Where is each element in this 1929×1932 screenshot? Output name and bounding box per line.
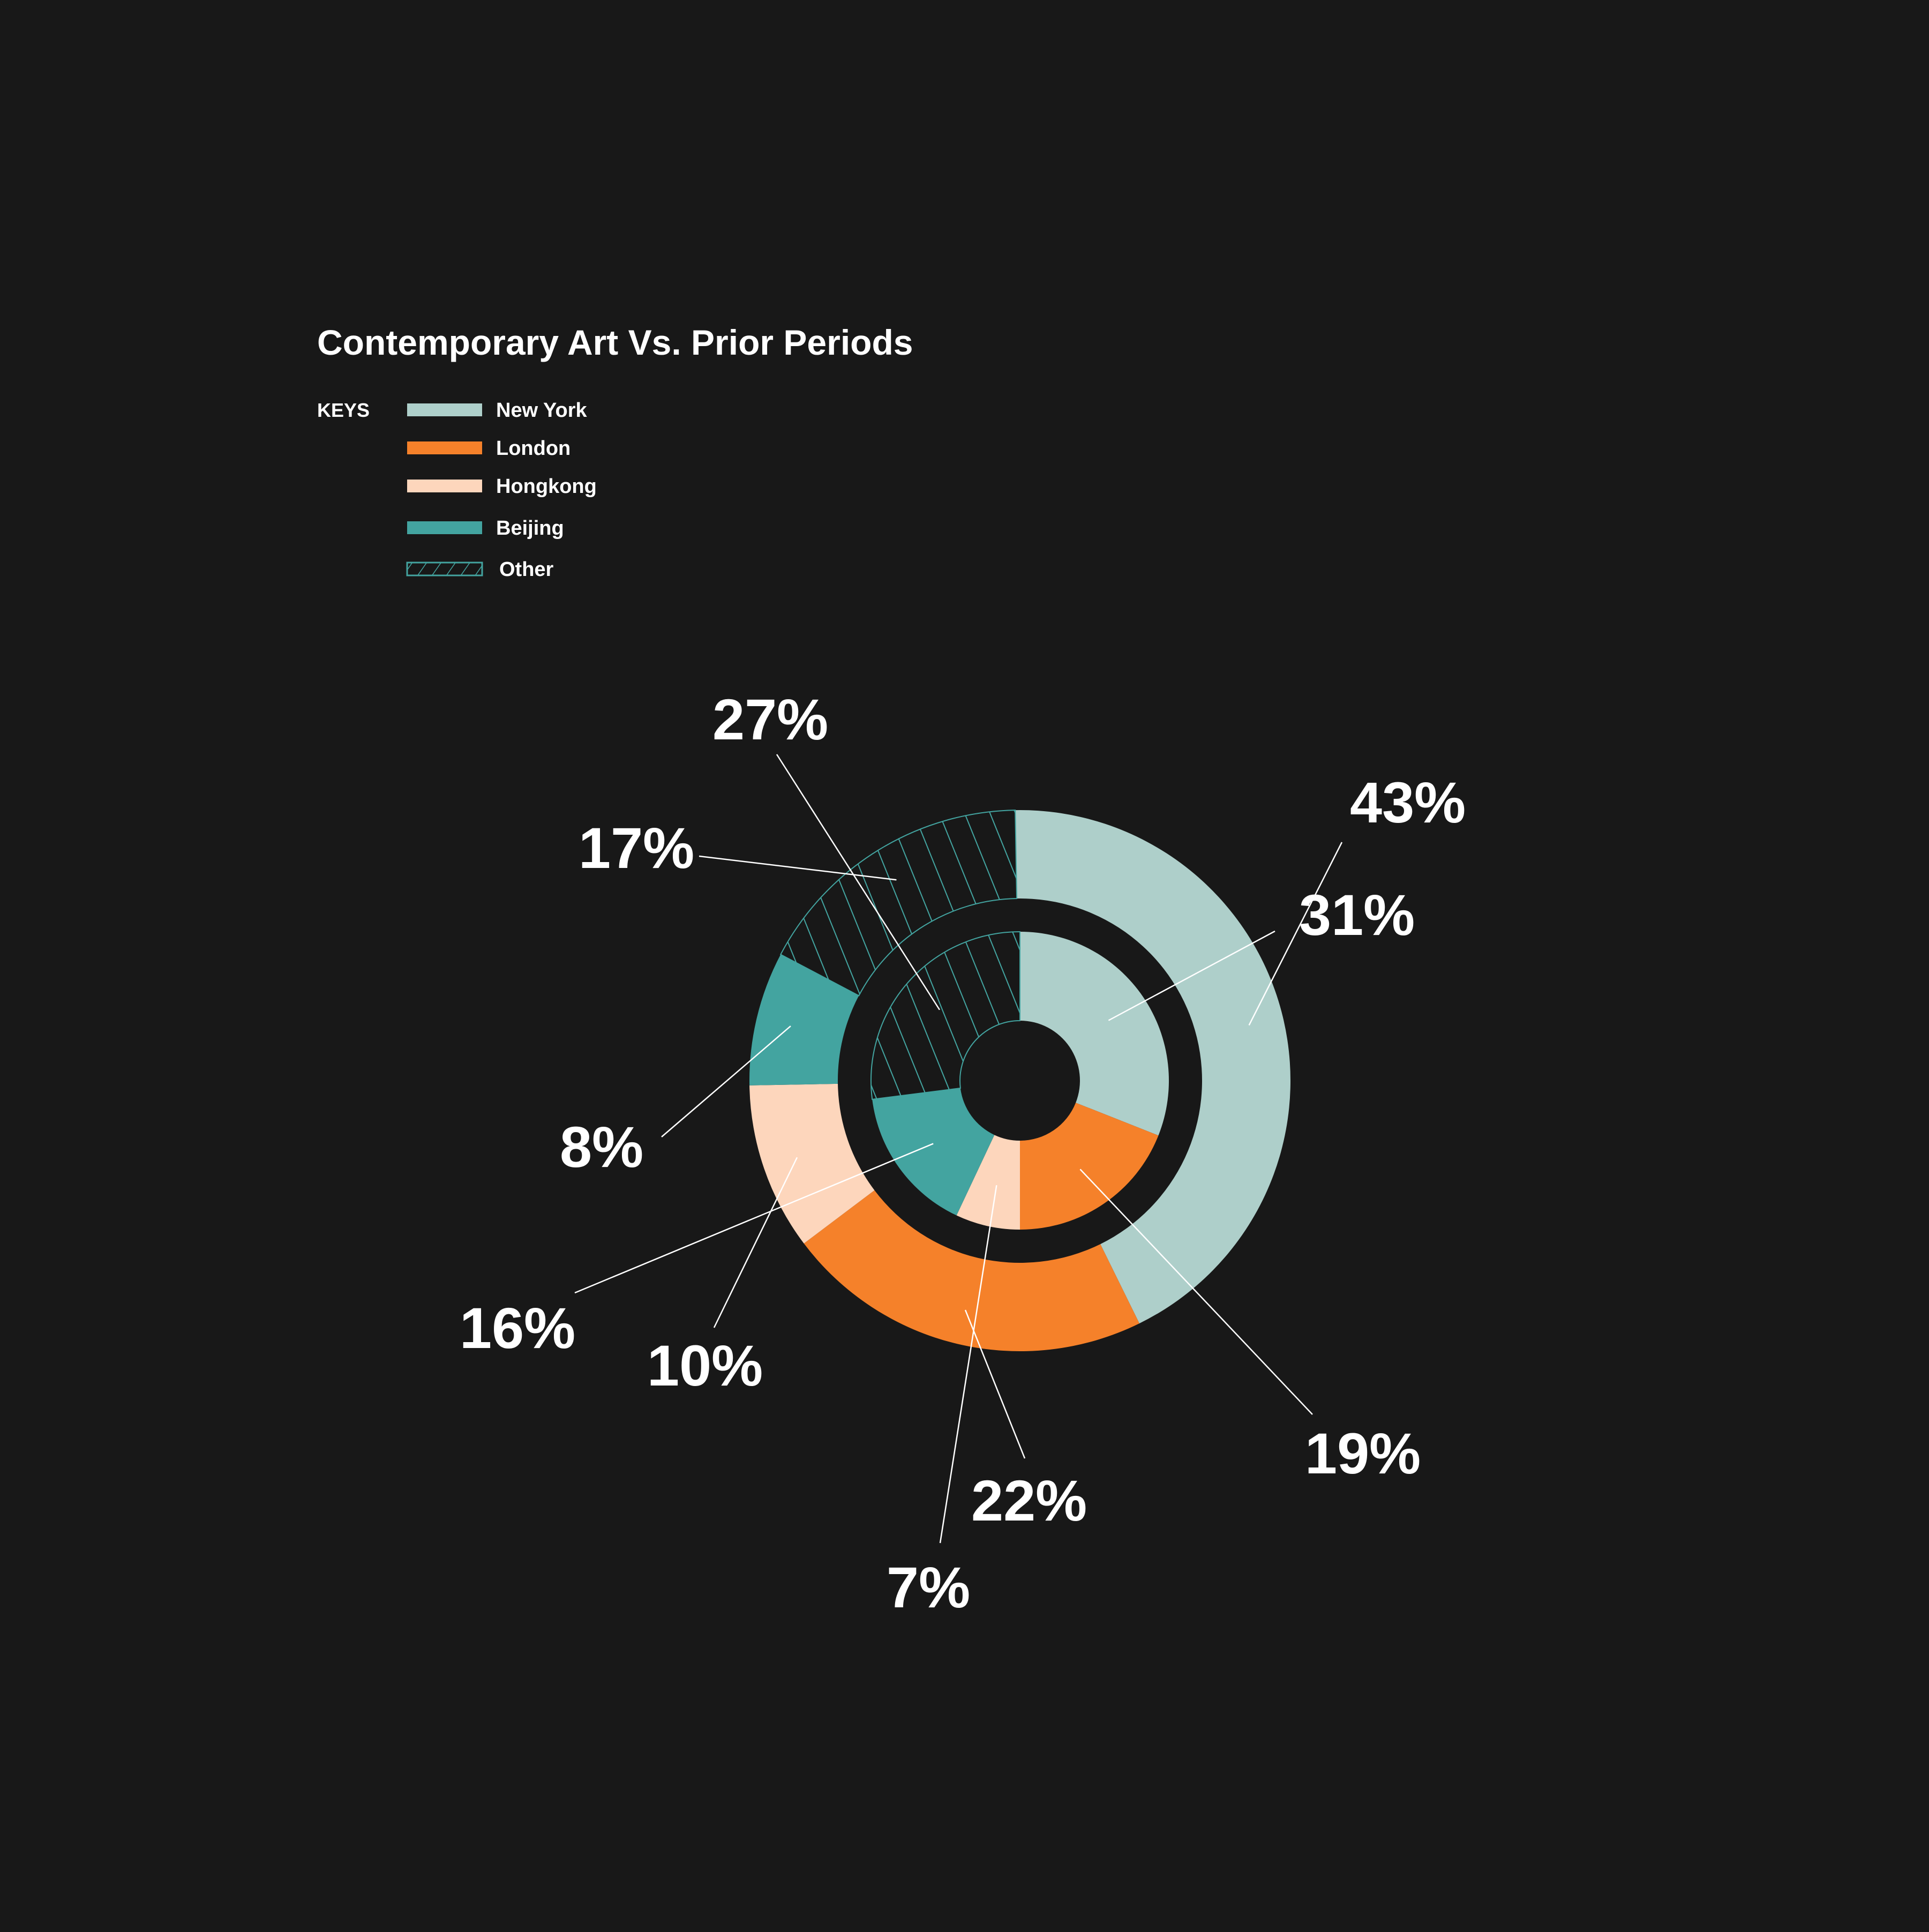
outer-ring <box>749 810 1291 1351</box>
legend-label-new-york: New York <box>496 399 588 422</box>
outer-label-london: 22% <box>971 1468 1087 1533</box>
inner-slice-hongkong <box>956 1135 1020 1230</box>
inner-leader-hongkong <box>939 1185 997 1544</box>
outer-leader-beijing <box>661 1025 791 1137</box>
outer-label-hongkong: 10% <box>647 1333 763 1398</box>
outer-leader-hongkong <box>713 1157 798 1328</box>
legend-label-beijing: Beijing <box>496 517 564 540</box>
leader-lines <box>574 754 1343 1544</box>
inner-label-london: 19% <box>1305 1421 1421 1486</box>
legend-label-hongkong: Hongkong <box>496 475 597 498</box>
outer-slice-beijing <box>749 954 859 1085</box>
inner-slice-beijing <box>872 1088 995 1216</box>
inner-leader-london <box>1079 1169 1313 1415</box>
legend-swatch-beijing <box>407 521 482 534</box>
outer-leader-london <box>964 1309 1026 1459</box>
legend: New York London Hongkong Beijing Other <box>406 399 597 581</box>
legend-label-other: Other <box>499 558 554 581</box>
outer-slice-new-york <box>1015 810 1291 1324</box>
inner-slice-london <box>1020 1103 1159 1230</box>
inner-label-other: 27% <box>712 687 828 752</box>
legend-heading: KEYS <box>317 399 370 421</box>
inner-slice-new-york <box>1020 932 1169 1136</box>
outer-slice-hongkong <box>749 1083 875 1244</box>
outer-label-other: 17% <box>579 815 694 880</box>
legend-swatch-london <box>407 441 482 454</box>
outer-leader-other <box>699 855 897 881</box>
percent-labels: 43% 22% 10% 8% 17% 31% 19% 7% 16% 27% <box>460 687 1466 1620</box>
inner-leader-beijing <box>574 1143 934 1294</box>
inner-label-new-york: 31% <box>1299 882 1415 947</box>
legend-swatch-new-york <box>407 403 482 416</box>
inner-label-beijing: 16% <box>460 1296 575 1360</box>
outer-slice-other <box>779 810 1018 997</box>
legend-swatch-hongkong <box>407 480 482 492</box>
legend-swatch-other <box>406 561 483 576</box>
chart-title: Contemporary Art Vs. Prior Periods <box>317 323 913 362</box>
inner-leader-new-york <box>1108 930 1275 1021</box>
inner-label-hongkong: 7% <box>887 1555 970 1620</box>
inner-leader-other <box>776 754 941 1010</box>
inner-slice-other <box>870 931 1020 1100</box>
outer-label-new-york: 43% <box>1350 770 1466 835</box>
inner-ring <box>870 931 1169 1230</box>
outer-slice-london <box>804 1190 1139 1351</box>
outer-leader-new-york <box>1248 842 1343 1026</box>
outer-label-beijing: 8% <box>560 1114 643 1179</box>
legend-label-london: London <box>496 437 571 460</box>
